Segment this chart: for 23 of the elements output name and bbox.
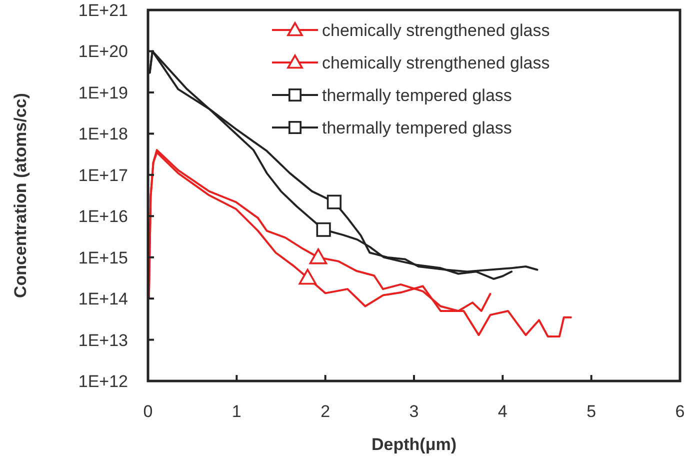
y-tick-label: 1E+20 (78, 42, 128, 62)
y-tick-label: 1E+19 (78, 83, 128, 102)
legend-label: chemically strengthened glass (322, 21, 550, 40)
legend-label: chemically strengthened glass (322, 54, 550, 72)
y-tick-label: 1E+12 (78, 372, 128, 391)
x-tick-label: 3 (409, 402, 419, 421)
legend-label: thermally tempered glass (322, 86, 512, 105)
y-axis-title: Concentration (atoms/cc) (11, 93, 30, 298)
y-tick-label: 1E+15 (78, 248, 128, 268)
y-tick-label: 1E+13 (78, 330, 128, 350)
y-tick-label: 1E+21 (78, 1, 128, 20)
y-tick-label: 1E+18 (78, 124, 128, 144)
x-tick-label: 4 (498, 402, 508, 421)
x-tick-label: 6 (675, 402, 685, 421)
y-tick-label: 1E+16 (78, 207, 128, 226)
x-tick-label: 2 (320, 402, 330, 421)
legend-label: thermally tempered glass (322, 118, 512, 138)
x-tick-label: 1 (232, 402, 242, 421)
x-tick-label: 5 (586, 402, 596, 421)
y-tick-label: 1E+17 (78, 166, 128, 185)
x-axis-title: Depth(μm) (372, 435, 456, 454)
x-tick-label: 0 (143, 402, 153, 421)
y-tick-label: 1E+14 (78, 290, 128, 309)
